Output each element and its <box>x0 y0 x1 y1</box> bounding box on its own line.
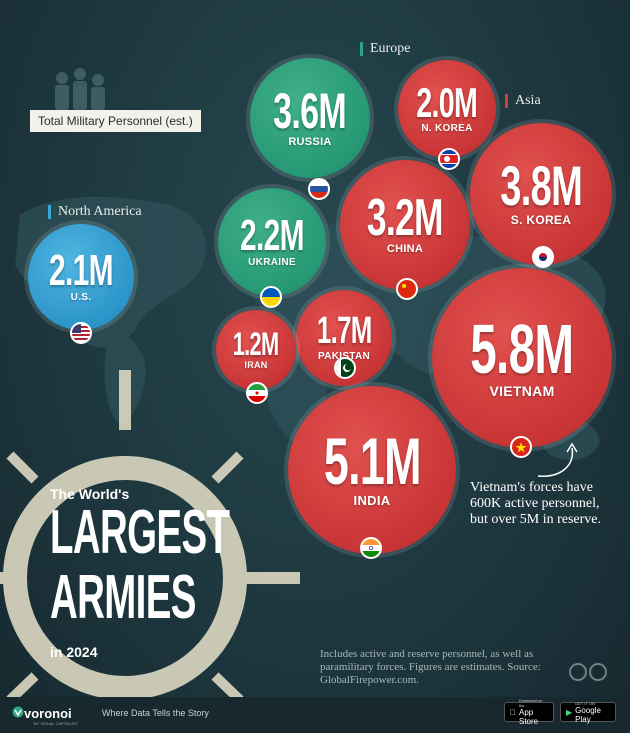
footer-bar: voronoi BY VISUAL CAPITALIST Where Data … <box>0 697 630 733</box>
title-largest: LARGEST <box>50 498 230 567</box>
region-asia: Asia <box>505 94 541 108</box>
voronoi-logo-icon <box>12 706 24 718</box>
note-arrow <box>537 447 574 477</box>
play-icon: ▶ <box>566 707 573 717</box>
footnote: Includes active and reserve personnel, a… <box>320 648 541 686</box>
flag-vietnam-icon <box>510 436 532 458</box>
flag-india-icon <box>360 537 382 559</box>
apple-icon:  <box>510 708 516 717</box>
bubble-vietnam: 5.8M VIETNAM <box>432 268 612 448</box>
flag-russia-icon <box>308 178 330 200</box>
bubble-us: 2.1M U.S. <box>28 224 134 330</box>
label-vietnam: VIETNAM <box>489 382 555 399</box>
value-us: 2.1M <box>49 245 113 295</box>
value-russia: 3.6M <box>273 82 348 139</box>
soldiers-silhouette <box>55 68 105 110</box>
vietnam-note: Vietnam's forces have 600K active person… <box>470 480 602 527</box>
flag-pakistan-icon <box>334 357 356 379</box>
flag-iran-icon <box>246 382 268 404</box>
label-india: INDIA <box>353 493 391 509</box>
title-year: in 2024 <box>50 644 98 660</box>
bubble-south-korea: 3.8M S. KOREA <box>470 123 612 265</box>
bubble-china: 3.2M CHINA <box>340 160 470 290</box>
region-north-america: North America <box>48 205 142 219</box>
title-armies: ARMIES <box>50 563 196 632</box>
label-south-korea: S. KOREA <box>510 213 572 228</box>
region-europe: Europe <box>360 42 410 56</box>
flag-us-icon <box>70 322 92 344</box>
visual-capitalist-mark <box>569 663 607 681</box>
label-russia: RUSSIA <box>288 135 332 148</box>
label-ukraine: UKRAINE <box>248 257 296 269</box>
value-iran: 1.2M <box>233 325 279 362</box>
brand-sub: BY VISUAL CAPITALIST <box>34 721 79 726</box>
bubble-india: 5.1M INDIA <box>288 386 456 554</box>
flag-north-korea-icon <box>438 148 460 170</box>
label-north-korea: N. KOREA <box>421 123 473 135</box>
bubble-russia: 3.6M RUSSIA <box>250 58 370 178</box>
brand-name: voronoi <box>24 706 72 721</box>
google-play-button[interactable]: ▶ GET IT ON Google Play <box>560 701 616 724</box>
value-vietnam: 5.8M <box>470 309 574 388</box>
label-iran: IRAN <box>244 360 268 371</box>
label-us: U.S. <box>70 292 92 304</box>
value-ukraine: 2.2M <box>240 210 304 260</box>
value-india: 5.1M <box>323 423 421 498</box>
bubble-north-korea: 2.0M N. KOREA <box>398 60 496 158</box>
value-pakistan: 1.7M <box>316 310 372 353</box>
tagline: Where Data Tells the Story <box>102 708 209 718</box>
label-china: CHINA <box>386 243 424 256</box>
flag-ukraine-icon <box>260 286 282 308</box>
value-china: 3.2M <box>367 188 444 247</box>
legend-label: Total Military Personnel (est.) <box>30 110 201 132</box>
title-small: The World's <box>50 486 130 502</box>
bubble-iran: 1.2M IRAN <box>216 310 296 390</box>
value-north-korea: 2.0M <box>416 78 478 126</box>
label-pakistan: PAKISTAN <box>318 351 370 362</box>
bubble-ukraine: 2.2M UKRAINE <box>218 188 326 296</box>
flag-south-korea-icon <box>532 246 554 268</box>
flag-china-icon <box>396 278 418 300</box>
value-south-korea: 3.8M <box>500 153 583 217</box>
